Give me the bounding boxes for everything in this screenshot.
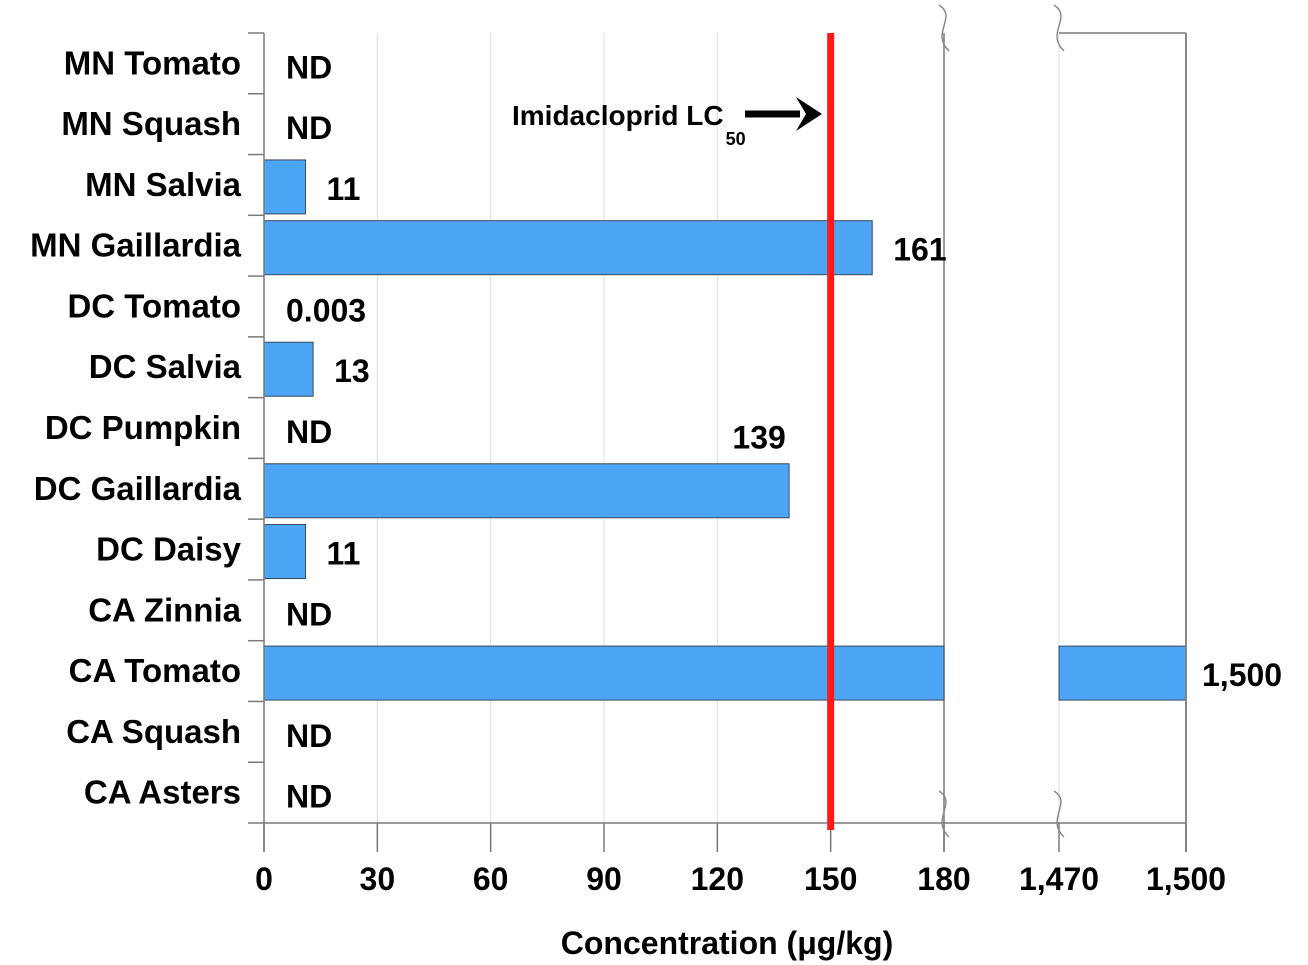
data-label: ND	[286, 718, 332, 754]
data-label: 13	[334, 353, 370, 389]
bar	[263, 159, 307, 215]
category-label: DC Pumpkin	[45, 409, 241, 446]
data-label: ND	[286, 414, 332, 450]
arrow-right-icon	[745, 97, 822, 131]
x-tick-label: 180	[917, 861, 970, 897]
data-label: 11	[327, 171, 361, 207]
category-label: MN Squash	[61, 105, 241, 142]
x-tick-label: 150	[804, 861, 857, 897]
category-label: CA Squash	[66, 713, 241, 750]
bar	[263, 220, 873, 276]
data-label: 1,500	[1202, 657, 1282, 693]
reference-line-group: Imidacloprid LC50	[512, 33, 835, 830]
bar-continued	[1058, 645, 1187, 701]
category-label: MN Tomato	[64, 44, 241, 81]
category-label: MN Gaillardia	[30, 227, 242, 264]
data-label: ND	[286, 779, 332, 815]
data-label: ND	[286, 596, 332, 632]
lc50-label-subscript: 50	[726, 129, 746, 149]
bar	[263, 341, 314, 397]
data-label: 139	[732, 419, 785, 455]
bars	[263, 159, 1187, 701]
category-label: DC Daisy	[96, 531, 242, 568]
bar	[263, 645, 945, 701]
axes	[248, 4, 1187, 852]
arrow-head	[796, 97, 822, 131]
data-label: 11	[327, 536, 361, 572]
x-tick-label: 1,500	[1146, 861, 1226, 897]
x-tick-label: 60	[473, 861, 509, 897]
axis-break-icon	[938, 790, 950, 838]
bar	[263, 524, 307, 580]
axis-break-icon	[1053, 4, 1065, 52]
x-tick-labels: 0 30 60 90 120 150 180 1,470 1,500	[255, 861, 1226, 897]
x-tick-label: 120	[691, 861, 744, 897]
category-label: CA Asters	[84, 774, 241, 811]
category-label: CA Tomato	[69, 652, 241, 689]
data-label: ND	[286, 110, 332, 146]
data-label: 0.003	[286, 292, 366, 328]
x-tick-label: 30	[360, 861, 396, 897]
data-label: 161	[893, 232, 946, 268]
bar	[263, 463, 790, 519]
category-label: DC Salvia	[89, 348, 242, 385]
data-label: ND	[286, 49, 332, 85]
category-label: DC Gaillardia	[34, 470, 242, 507]
x-tick-label: 1,470	[1019, 861, 1099, 897]
category-label: DC Tomato	[67, 287, 241, 324]
axis-break-icon	[1053, 790, 1065, 838]
category-label: CA Zinnia	[88, 591, 241, 628]
lc50-annotation: Imidacloprid LC50	[512, 100, 746, 149]
x-axis-title: Concentration (μg/kg)	[561, 925, 893, 961]
category-label: MN Salvia	[85, 166, 242, 203]
axis-break-icon	[938, 4, 950, 52]
category-labels: MN Tomato MN Squash MN Salvia MN Gaillardia…	[30, 44, 242, 810]
lc50-label-text: Imidacloprid LC	[512, 100, 724, 131]
x-tick-label: 0	[255, 861, 273, 897]
x-tick-label: 90	[586, 861, 622, 897]
